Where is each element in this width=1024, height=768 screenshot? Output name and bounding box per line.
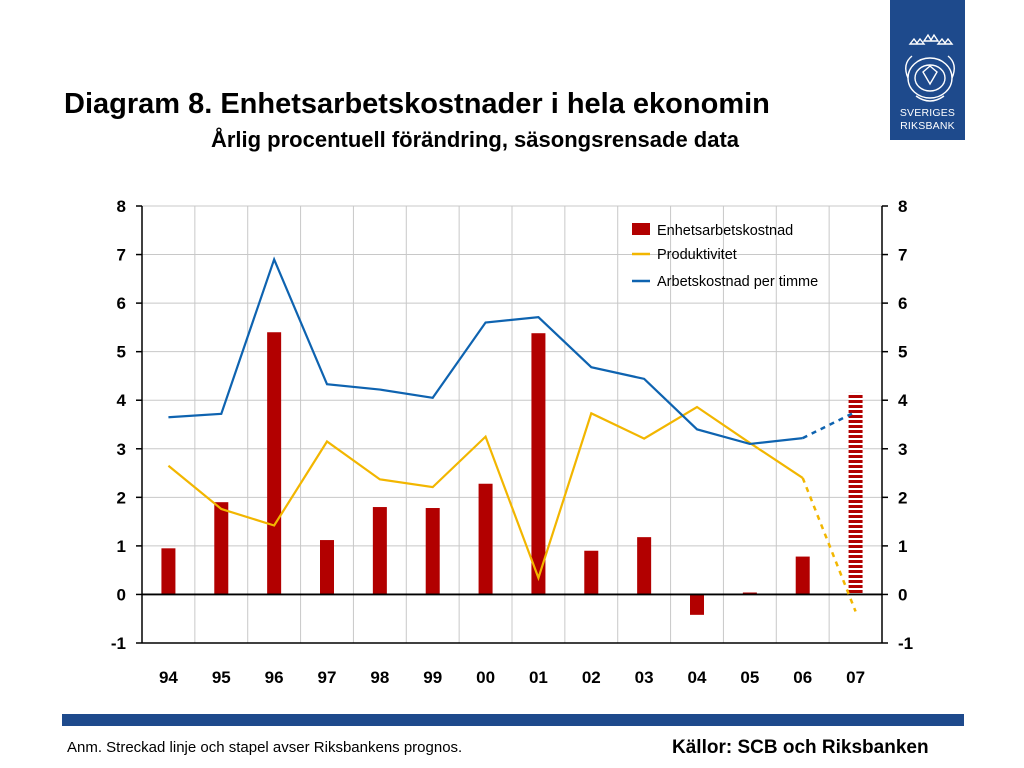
x-tick-label: 95 <box>212 668 231 687</box>
bar-01 <box>531 333 546 595</box>
footnote: Anm. Streckad linje och stapel avser Rik… <box>67 739 463 756</box>
y-tick-label-left: 6 <box>117 294 126 313</box>
x-tick-label: 97 <box>318 668 337 687</box>
bar-96 <box>267 332 282 595</box>
bar-02 <box>584 550 599 595</box>
bar-03 <box>637 537 652 595</box>
y-tick-label-right: 3 <box>898 440 907 459</box>
legend-label: Enhetsarbetskostnad <box>657 223 793 239</box>
y-tick-label-left: 2 <box>117 488 126 507</box>
bar-95 <box>214 502 229 595</box>
riksbank-crest-icon <box>905 33 955 102</box>
y-tick-label-left: 8 <box>117 197 126 216</box>
page-subtitle: Årlig procentuell förändring, säsongsren… <box>210 127 740 152</box>
y-tick-label-left: 3 <box>117 440 126 459</box>
bar-07 <box>848 392 863 595</box>
y-tick-label-right: 7 <box>898 246 907 265</box>
legend-label: Arbetskostnad per timme <box>657 274 818 290</box>
series-line-laborcost <box>168 256 803 446</box>
y-tick-label-right: 5 <box>898 343 907 362</box>
y-tick-label-left: 4 <box>117 391 127 410</box>
y-tick-label-right: -1 <box>898 634 913 653</box>
x-tick-label: 03 <box>635 668 654 687</box>
bar-97 <box>320 540 334 595</box>
y-tick-label-right: 4 <box>898 391 908 410</box>
y-tick-label-left: 5 <box>117 343 126 362</box>
x-tick-label: 04 <box>688 668 707 687</box>
x-tick-label: 96 <box>265 668 284 687</box>
y-tick-label-left: 7 <box>117 246 126 265</box>
x-tick-label: 07 <box>846 668 865 687</box>
bar-05 <box>742 592 757 595</box>
y-tick-label-right: 8 <box>898 197 907 216</box>
y-tick-label-left: -1 <box>111 634 126 653</box>
x-tick-label: 00 <box>476 668 495 687</box>
y-tick-label-right: 1 <box>898 537 907 556</box>
x-tick-label: 99 <box>423 668 442 687</box>
bar-06 <box>795 556 810 595</box>
x-tick-label: 05 <box>740 668 759 687</box>
y-tick-label-right: 6 <box>898 294 907 313</box>
sources: Källor: SCB och Riksbanken <box>672 737 929 758</box>
bar-04 <box>690 594 704 615</box>
bar-98 <box>372 507 387 595</box>
legend-label: Produktivitet <box>657 247 737 263</box>
bar-99 <box>425 508 440 595</box>
x-tick-label: 98 <box>370 668 389 687</box>
logo-text-line2: RIKSBANK <box>900 120 955 132</box>
x-tick-label: 94 <box>159 668 178 687</box>
series-line-forecast-productivity <box>801 477 857 612</box>
page-title: Diagram 8. Enhetsarbetskostnader i hela … <box>64 88 770 120</box>
x-tick-label: 02 <box>582 668 601 687</box>
y-tick-label-left: 0 <box>117 585 126 604</box>
logo-text-line1: SVERIGES <box>899 107 956 119</box>
y-tick-label-left: 1 <box>117 537 126 556</box>
y-tick-label-right: 2 <box>898 488 907 507</box>
riksbank-logo: SVERIGES RIKSBANK <box>890 0 965 140</box>
bar-94 <box>161 548 176 595</box>
legend-swatch-bar <box>632 223 650 235</box>
bar-00 <box>478 483 493 595</box>
y-tick-label-right: 0 <box>898 585 907 604</box>
footer-bar <box>62 714 964 726</box>
x-tick-label: 06 <box>793 668 812 687</box>
chart: -1 -10 01 12 23 34 45 56 67 78 894 95 96 97 98 99 00 01 02… <box>111 197 913 687</box>
x-tick-label: 01 <box>529 668 548 687</box>
series-line-productivity <box>167 405 804 582</box>
